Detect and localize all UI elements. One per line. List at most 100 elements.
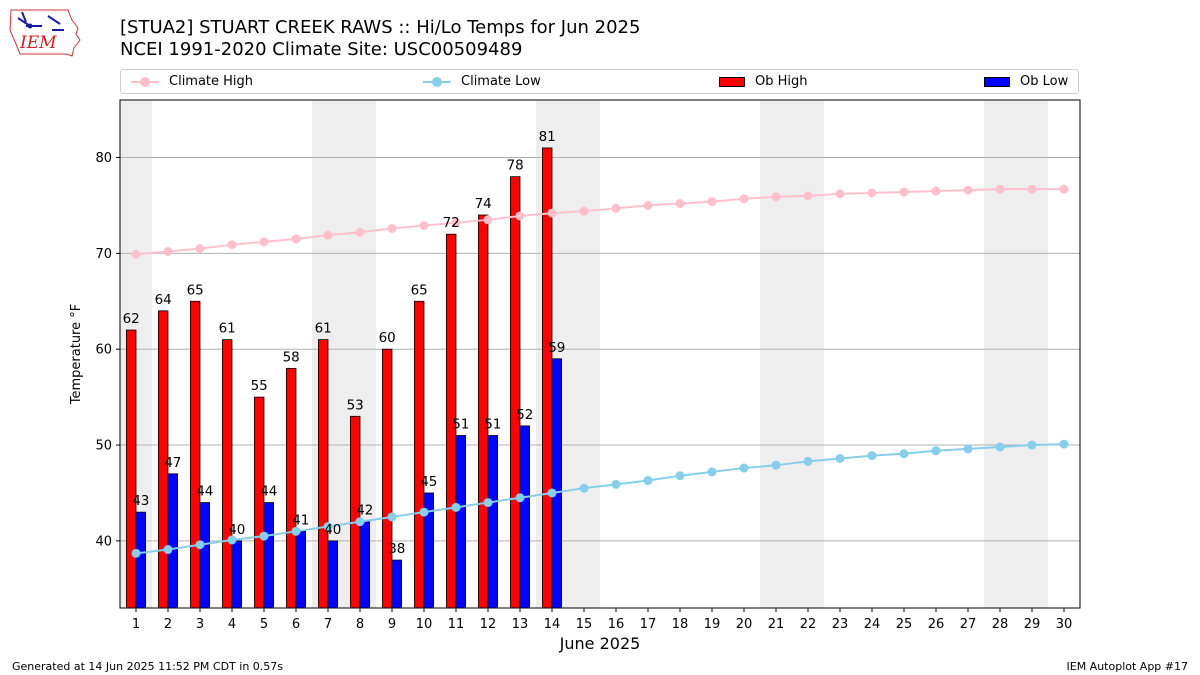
climate-high-point: [803, 191, 813, 201]
climate-low-point: [579, 483, 589, 493]
ob-low-label: 41: [292, 512, 309, 528]
climate-low-point: [131, 548, 141, 558]
footer-app: IEM Autoplot App #17: [1066, 660, 1189, 673]
y-axis-label: Temperature °F: [69, 304, 84, 405]
climate-low-point: [1027, 440, 1037, 450]
ob-high-swatch-icon: [719, 76, 745, 87]
ob-high-bar: [253, 396, 265, 609]
y-tick-label: 80: [95, 151, 112, 166]
climate-high-line-icon: [131, 75, 159, 89]
ob-high-bar: [221, 339, 233, 609]
ob-low-label: 51: [452, 416, 469, 432]
x-tick-label: 25: [896, 617, 913, 632]
climate-low-point: [515, 493, 525, 503]
x-tick-label: 11: [448, 617, 465, 632]
x-tick-label: 29: [1024, 617, 1041, 632]
ob-low-bar: [231, 540, 243, 609]
climate-high-point: [483, 215, 493, 225]
weekend-shade: [1016, 100, 1048, 608]
x-tick-label: 22: [800, 617, 817, 632]
climate-low-point: [483, 498, 493, 508]
climate-low-point: [163, 545, 173, 555]
climate-low-point: [899, 449, 909, 459]
y-tick-label: 50: [95, 439, 112, 454]
ob-low-label: 52: [516, 407, 533, 423]
ob-high-label: 53: [347, 397, 364, 413]
climate-high-point: [451, 218, 461, 228]
ob-high-label: 65: [187, 282, 204, 298]
climate-high-point: [1059, 184, 1069, 194]
iem-logo: IEM: [9, 9, 81, 57]
ob-low-label: 44: [260, 484, 277, 500]
x-tick-label: 5: [260, 617, 268, 632]
climate-low-point: [451, 502, 461, 512]
climate-low-point: [995, 442, 1005, 452]
ob-high-bar: [189, 300, 201, 609]
logo-text: IEM: [19, 33, 57, 53]
ob-low-label: 47: [164, 455, 181, 471]
climate-high-line: [135, 188, 1064, 256]
climate-low-line: [135, 443, 1065, 555]
x-tick-label: 26: [928, 617, 945, 632]
ob-low-label: 40: [324, 522, 341, 538]
legend: Climate High Climate Low Ob High Ob Low: [120, 69, 1079, 94]
x-tick-label: 2: [164, 617, 172, 632]
climate-high-point: [163, 246, 173, 256]
climate-high-point: [259, 237, 269, 247]
x-tick-label: 8: [356, 617, 364, 632]
x-tick-label: 17: [640, 617, 657, 632]
ob-low-bar: [167, 473, 179, 609]
ob-high-bar: [413, 300, 425, 609]
legend-ob-high-label: Ob High: [755, 74, 808, 89]
x-tick-label: 27: [960, 617, 977, 632]
climate-high-point: [515, 211, 525, 221]
climate-high-point: [195, 244, 205, 254]
x-tick-label: 6: [292, 617, 300, 632]
ob-high-bar: [285, 367, 297, 609]
climate-high-point: [355, 227, 365, 237]
ob-high-bar: [126, 329, 137, 609]
ob-high-label: 78: [507, 158, 524, 174]
ob-low-label: 44: [196, 484, 213, 500]
ob-high-label: 60: [379, 330, 396, 346]
x-tick-label: 19: [704, 617, 721, 632]
weekend-shade: [984, 100, 1016, 608]
chart-subtitle: NCEI 1991-2020 Climate Site: USC00509489: [120, 39, 523, 60]
climate-high-point: [547, 208, 557, 218]
ob-low-label: 51: [484, 416, 501, 432]
ob-low-bar: [199, 502, 211, 609]
ob-low-bar: [391, 559, 403, 609]
climate-low-point: [867, 451, 877, 461]
x-tick-label: 3: [196, 617, 204, 632]
climate-low-point: [323, 522, 333, 532]
y-tick-label: 40: [95, 534, 112, 549]
x-tick-label: 20: [736, 617, 753, 632]
ob-low-bar: [455, 435, 467, 609]
climate-high-point: [291, 234, 301, 244]
ob-high-bar: [509, 176, 521, 609]
climate-high-point: [419, 221, 429, 231]
climate-high-point: [963, 185, 973, 195]
climate-high-point: [323, 230, 333, 240]
ob-high-label: 58: [283, 349, 300, 365]
ob-high-label: 72: [443, 215, 460, 231]
ob-low-label: 45: [420, 474, 437, 490]
x-tick-label: 7: [324, 617, 332, 632]
ob-high-label: 62: [123, 311, 140, 327]
ob-high-label: 64: [155, 292, 172, 308]
climate-high-point: [771, 192, 781, 202]
climate-high-point: [1027, 184, 1037, 194]
x-tick-label: 1: [132, 617, 140, 632]
ob-low-bar: [519, 425, 531, 609]
legend-climate-low-label: Climate Low: [461, 74, 541, 89]
legend-climate-low: Climate Low: [423, 74, 541, 89]
x-tick-label: 10: [416, 617, 433, 632]
y-tick-label: 60: [95, 343, 112, 358]
climate-low-point: [643, 476, 653, 486]
climate-low-point: [739, 463, 749, 473]
climate-high-point: [739, 194, 749, 204]
climate-low-point: [291, 526, 301, 536]
x-tick-label: 15: [576, 617, 593, 632]
x-tick-label: 16: [608, 617, 625, 632]
